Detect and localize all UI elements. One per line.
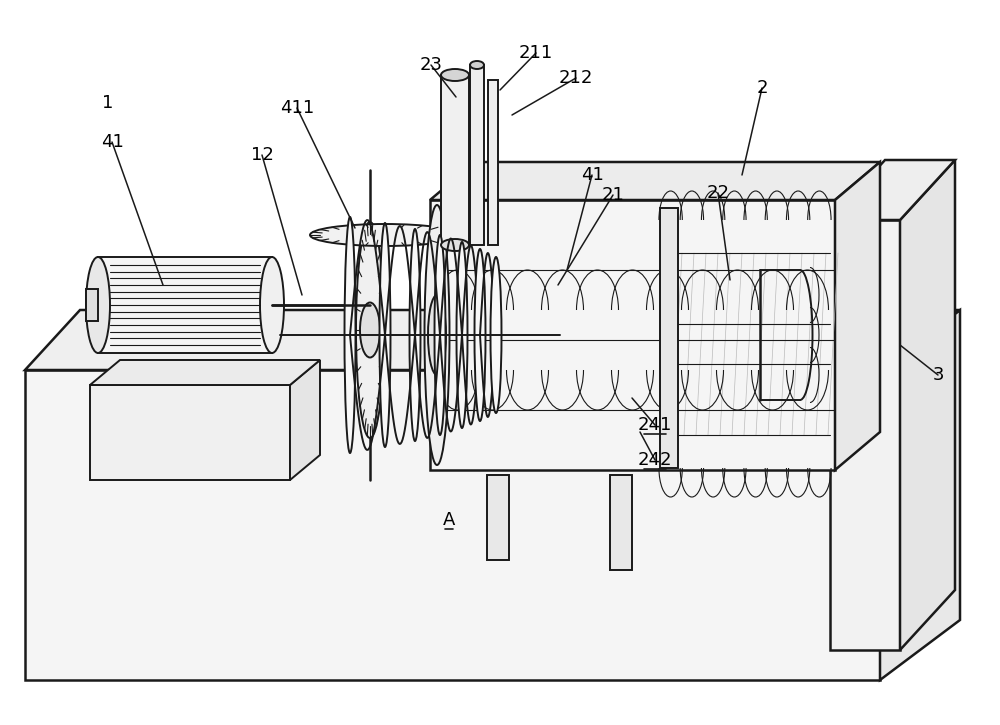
Ellipse shape [456,242,468,428]
Polygon shape [441,75,469,245]
Polygon shape [90,385,290,480]
Ellipse shape [441,239,469,251]
Text: 212: 212 [559,69,593,87]
Ellipse shape [434,235,446,435]
Polygon shape [25,310,960,370]
Polygon shape [900,160,955,650]
Polygon shape [90,360,320,385]
Ellipse shape [310,224,460,246]
Ellipse shape [428,295,446,375]
Text: 241: 241 [638,416,672,434]
Polygon shape [610,475,632,570]
Text: 22: 22 [706,184,730,202]
Text: A: A [443,511,455,529]
Polygon shape [430,162,880,200]
Text: 411: 411 [280,99,314,117]
Ellipse shape [344,217,356,453]
Ellipse shape [424,205,450,465]
Ellipse shape [410,229,420,441]
Text: 41: 41 [581,166,603,184]
Polygon shape [880,310,960,680]
Polygon shape [430,200,835,470]
Ellipse shape [356,222,384,438]
Text: 3: 3 [932,366,944,384]
Polygon shape [830,160,955,220]
Ellipse shape [380,223,390,447]
Ellipse shape [86,257,110,353]
Polygon shape [830,220,900,650]
Polygon shape [470,65,484,245]
Polygon shape [835,162,880,470]
Text: 242: 242 [638,451,672,469]
Polygon shape [25,370,880,680]
Polygon shape [487,475,509,560]
Ellipse shape [490,257,502,413]
Polygon shape [86,289,98,321]
Text: 41: 41 [101,133,123,151]
Polygon shape [660,208,678,468]
Ellipse shape [475,249,486,421]
Ellipse shape [360,302,380,357]
Polygon shape [290,360,320,480]
Ellipse shape [470,61,484,69]
Polygon shape [488,80,498,245]
Text: 12: 12 [251,146,273,164]
Text: 21: 21 [602,186,624,204]
Ellipse shape [441,69,469,81]
Text: 1: 1 [102,94,114,112]
Polygon shape [98,257,272,353]
Text: 211: 211 [519,44,553,62]
Ellipse shape [260,257,284,353]
Text: 2: 2 [756,79,768,97]
Text: 23: 23 [420,56,442,74]
